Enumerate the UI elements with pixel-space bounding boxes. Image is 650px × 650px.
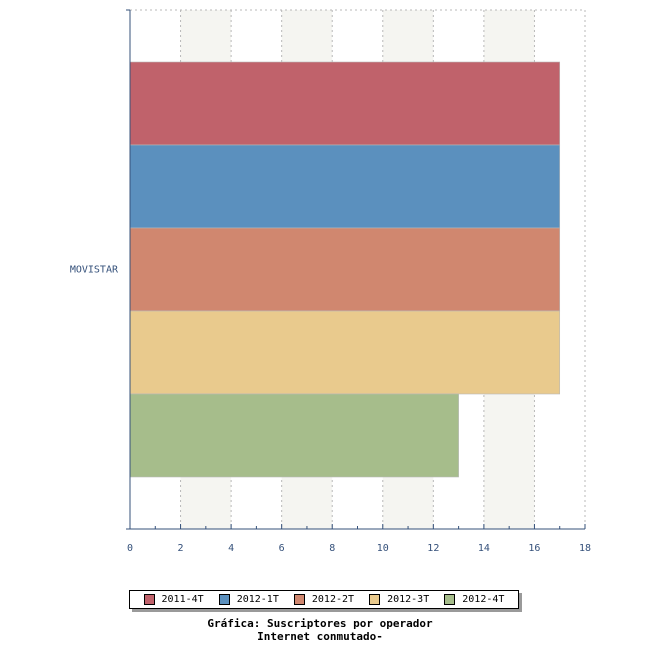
legend-swatch xyxy=(369,594,381,605)
legend-label: 2012-1T xyxy=(236,594,279,605)
chart-caption: Gráfica: Suscriptores por operador Inter… xyxy=(0,617,640,643)
bar-chart: 0 2 4 6 8 10 12 14 16 18 MOVISTAR xyxy=(70,9,591,554)
x-tick-label: 2 xyxy=(178,543,184,554)
x-tick-label: 18 xyxy=(579,543,591,554)
caption-line-2: Internet conmutado- xyxy=(257,630,383,643)
bar-2011-4T xyxy=(129,61,561,146)
x-tick-label: 8 xyxy=(329,543,335,554)
legend-swatch xyxy=(218,594,230,605)
x-tick-label: 14 xyxy=(478,543,490,554)
legend-item: 2012-3T xyxy=(369,594,429,605)
x-tick-label: 4 xyxy=(228,543,234,554)
legend-item: 2011-4T xyxy=(143,594,204,605)
legend-swatch xyxy=(293,594,305,605)
legend-label: 2012-3T xyxy=(387,594,430,605)
caption-line-1: Gráfica: Suscriptores por operador xyxy=(207,617,433,630)
legend-label: 2012-4T xyxy=(462,594,505,605)
legend-swatch xyxy=(444,594,456,605)
bar-2012-4T xyxy=(129,393,459,478)
x-tick-label: 12 xyxy=(427,543,439,554)
bar-2012-3T xyxy=(129,310,561,395)
legend-item: 2012-2T xyxy=(293,594,355,605)
legend-item: 2012-1T xyxy=(218,594,279,605)
x-tick-label: 10 xyxy=(377,543,389,554)
legend-item: 2012-4T xyxy=(444,594,504,605)
x-tick-label: 0 xyxy=(127,543,133,554)
legend-label: 2012-2T xyxy=(311,594,355,605)
legend: 2011-4T 2012-1T 2012-2T 2012-3T 2012-4T xyxy=(129,590,519,609)
bar-2012-1T xyxy=(129,144,561,229)
category-label: MOVISTAR xyxy=(70,265,119,276)
legend-swatch xyxy=(143,594,155,605)
x-tick-label: 16 xyxy=(528,543,540,554)
bar-2012-2T xyxy=(129,227,561,312)
legend-label: 2011-4T xyxy=(161,594,204,605)
x-tick-label: 6 xyxy=(279,543,285,554)
